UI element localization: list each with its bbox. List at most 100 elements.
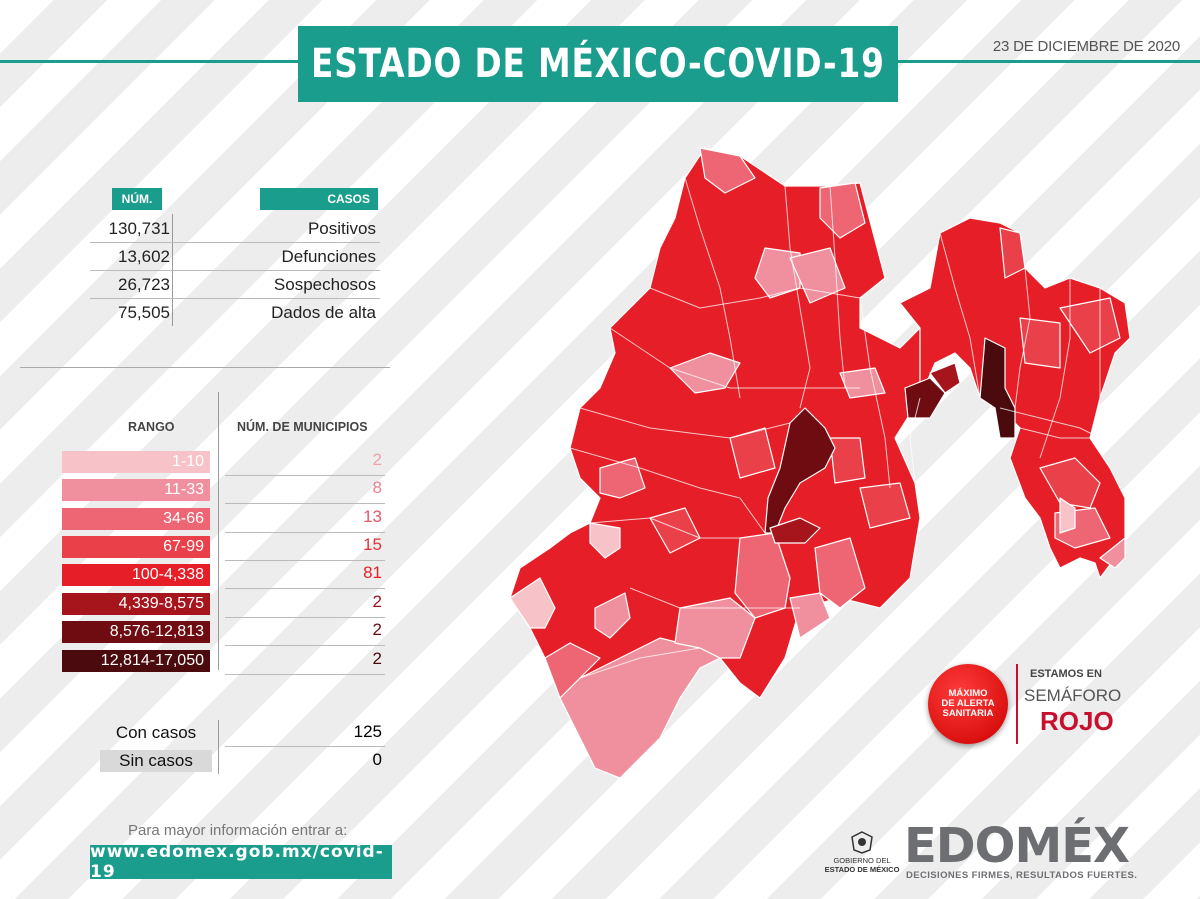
more-info-text: Para mayor información entrar a:	[128, 822, 348, 839]
total-con-casos-value: 125	[353, 722, 382, 741]
range-rule	[225, 588, 385, 589]
range-rule	[225, 475, 385, 476]
title-banner: ESTADO DE MÉXICO-COVID-19	[298, 26, 898, 102]
government-logo: GOBIERNO DEL ESTADO DE MÉXICO	[822, 830, 902, 874]
alert-line-3: ROJO	[1040, 706, 1114, 736]
total-sin-casos-label: Sin casos	[100, 750, 212, 772]
cases-label: Positivos	[307, 219, 376, 238]
central-region	[839, 367, 886, 399]
municipality-border	[609, 327, 860, 389]
page-title: ESTADO DE MÉXICO-COVID-19	[311, 41, 885, 87]
cases-row-sospechosos: 26,723 Sospechosos	[90, 270, 380, 299]
municipality-border	[784, 185, 811, 409]
badge-line-2: DE ALERTA	[941, 698, 995, 709]
report-date: 23 DE DICIEMBRE DE 2020	[992, 38, 1180, 55]
range-label: 67-99	[163, 538, 204, 555]
num-header: NÚM.	[112, 188, 162, 210]
range-rule	[225, 674, 385, 675]
municipality-border	[579, 407, 791, 439]
north-region	[699, 147, 756, 194]
alert-line-1: ESTAMOS EN	[1030, 668, 1102, 680]
edomex-slogan: DECISIONES FIRMES, RESULTADOS FUERTES.	[906, 870, 1138, 881]
south-region	[814, 537, 866, 609]
northeast-region	[1019, 317, 1061, 369]
covid-url-text[interactable]: www.edomex.gob.mx/covid-19	[90, 842, 384, 882]
east-region	[1039, 457, 1101, 509]
cases-header: CASOS	[260, 188, 378, 210]
range-count: 81	[363, 563, 382, 582]
cases-num: 75,505	[118, 303, 170, 322]
range-count: 2	[372, 450, 382, 469]
range-rule	[225, 560, 385, 561]
east-region	[1099, 537, 1126, 569]
southwest-region	[559, 637, 721, 778]
range-count: 13	[363, 507, 382, 526]
range-rule	[225, 645, 385, 646]
west-region	[589, 522, 621, 559]
range-count: 15	[363, 535, 382, 554]
gov-line-2: ESTADO DE MÉXICO	[824, 865, 900, 874]
range-label: 12,814-17,050	[100, 652, 204, 669]
north-region	[819, 182, 866, 239]
southwest-region	[509, 577, 556, 629]
total-con-casos-label: Con casos	[100, 722, 212, 744]
municipality-border	[1019, 427, 1090, 439]
covid-url-link[interactable]: www.edomex.gob.mx/covid-19	[90, 842, 392, 882]
dark-region-2	[904, 377, 946, 419]
southwest-region	[544, 642, 601, 699]
northeast-region	[1059, 297, 1121, 354]
municipality-border	[1039, 278, 1071, 459]
range-label: 4,339-8,575	[118, 595, 204, 612]
range-label: 8,576-12,813	[109, 623, 204, 640]
municipality-border	[684, 177, 741, 399]
total-rule	[225, 746, 385, 747]
central-region	[729, 427, 776, 479]
dark-region-1	[764, 407, 836, 534]
range-rule	[225, 532, 385, 533]
municipality-border	[829, 185, 846, 389]
cases-num: 26,723	[118, 275, 170, 294]
gov-line-1: GOBIERNO DEL	[833, 856, 891, 865]
range-label: 100-4,338	[131, 566, 204, 583]
southwest-region	[594, 592, 631, 639]
cases-row-dados-de-alta: 75,505 Dados de alta	[90, 298, 380, 326]
municipality-border	[909, 397, 921, 484]
edomex-logo: EDOMÉX	[904, 818, 1130, 874]
badge-line-3: SANITARIA	[942, 708, 994, 719]
range-swatch: 11-33	[62, 479, 210, 501]
southwest-region	[674, 597, 756, 659]
central-region	[859, 482, 911, 529]
municipality-border	[999, 407, 1101, 439]
range-swatch: 34-66	[62, 508, 210, 530]
cases-row-positivos: 130,731 Positivos	[90, 214, 380, 243]
municipality-border	[939, 232, 981, 399]
range-count: 2	[372, 592, 382, 611]
range-count: 2	[372, 620, 382, 639]
totals-divider	[218, 720, 219, 774]
west-region	[599, 457, 646, 499]
badge-line-1: MÁXIMO	[948, 688, 988, 699]
alert-badge-icon: MÁXIMO DE ALERTA SANITARIA	[928, 664, 1008, 744]
cases-label: Defunciones	[281, 247, 376, 266]
cases-header-label: CASOS	[327, 192, 370, 206]
cases-label: Sospechosos	[273, 275, 376, 294]
municipality-border	[629, 587, 800, 609]
num-header-label: NÚM.	[121, 192, 153, 206]
municipality-border	[1014, 267, 1031, 409]
range-label: 11-33	[164, 481, 204, 498]
cases-num: 13,602	[118, 247, 170, 266]
range-label: 34-66	[163, 510, 204, 527]
medium-dark-region	[929, 362, 961, 394]
total-sin-casos-value: 0	[372, 750, 382, 769]
coat-of-arms-icon	[851, 831, 873, 854]
total-label: Sin casos	[119, 751, 193, 770]
count-header: NÚM. DE MUNICIPIOS	[237, 420, 368, 434]
total-label: Con casos	[115, 723, 197, 742]
cases-row-defunciones: 13,602 Defunciones	[90, 242, 380, 271]
range-swatch: 8,576-12,813	[62, 621, 210, 643]
west-region	[669, 352, 741, 394]
range-divider	[218, 392, 219, 670]
range-count: 2	[372, 649, 382, 668]
municipality-border	[649, 287, 861, 309]
range-header: RANGO	[128, 420, 175, 434]
